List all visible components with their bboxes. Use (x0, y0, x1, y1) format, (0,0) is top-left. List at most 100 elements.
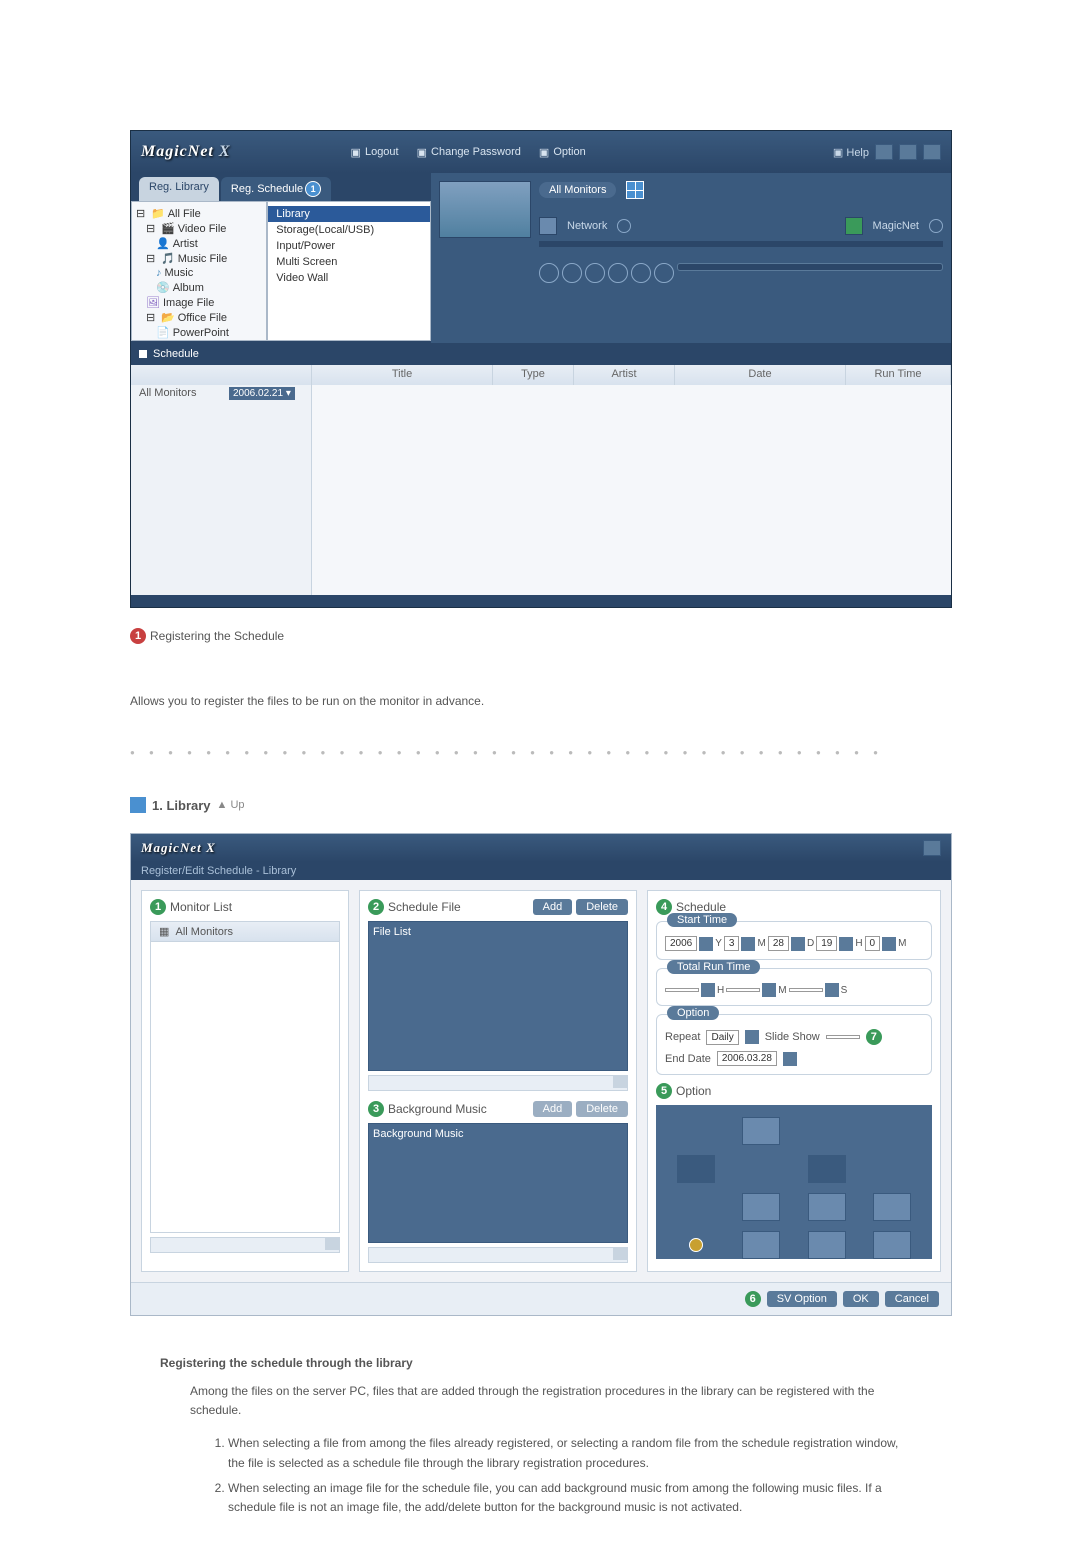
col-date[interactable]: Date (675, 365, 846, 385)
subheading: Registering the schedule through the lib… (160, 1356, 950, 1370)
layout-slot[interactable] (742, 1231, 780, 1259)
help-link[interactable]: ▣ Help (833, 146, 869, 159)
body-text: Among the files on the server PC, files … (190, 1382, 910, 1420)
layout-slot[interactable] (742, 1193, 780, 1221)
callout-1-icon: 1 (305, 181, 321, 197)
badge-3-icon: 3 (368, 1101, 384, 1117)
total-runtime-legend: Total Run Time (667, 960, 760, 974)
day-select[interactable]: 28 (768, 936, 789, 951)
scrollbar[interactable] (368, 1075, 628, 1091)
ok-button[interactable]: OK (843, 1291, 879, 1307)
dropdown-icon (139, 350, 147, 358)
description-text: Allows you to register the files to be r… (130, 694, 950, 708)
logout-link[interactable]: ▣ Logout (351, 146, 399, 159)
sv-option-button[interactable]: SV Option (767, 1291, 837, 1307)
context-menu[interactable]: Library Storage(Local/USB) Input/Power M… (267, 201, 431, 341)
scrollbar[interactable] (150, 1237, 340, 1253)
maximize-button[interactable] (899, 144, 917, 160)
delete-music-button[interactable]: Delete (576, 1101, 628, 1117)
layout-slot[interactable] (873, 1231, 911, 1259)
divider: ● ● ● ● ● ● ● ● ● ● ● ● ● ● ● ● ● ● ● ● … (130, 748, 950, 757)
dialog-close-button[interactable] (923, 840, 941, 856)
schedule-file-panel: 2Schedule File Add Delete File List 3Bac… (359, 890, 637, 1272)
slideshow-label: Slide Show (765, 1031, 820, 1043)
menu-input[interactable]: Input/Power (276, 238, 422, 254)
stop-button[interactable] (562, 263, 582, 283)
repeat-select[interactable]: Daily (706, 1030, 738, 1045)
dialog-titlebar: MagicNet X (131, 834, 951, 862)
col-artist[interactable]: Artist (574, 365, 675, 385)
refresh-icon-2[interactable] (929, 219, 943, 233)
option-link[interactable]: ▣ Option (539, 146, 586, 159)
date-select[interactable]: 2006.02.21 ▾ (229, 387, 295, 400)
volume-slider[interactable] (677, 263, 943, 271)
schedule-header[interactable]: Schedule (131, 343, 951, 365)
monitor-listbox[interactable]: ▦ All Monitors (150, 921, 340, 1233)
layout-preview (656, 1105, 932, 1259)
tab-reg-schedule[interactable]: Reg. Schedule1 (221, 177, 331, 201)
layout-slot[interactable] (808, 1193, 846, 1221)
main-app-window: MagicNet X ▣ Logout ▣ Change Password ▣ … (130, 130, 952, 608)
delete-file-button[interactable]: Delete (576, 899, 628, 915)
layout-slot[interactable] (742, 1117, 780, 1145)
menu-library[interactable]: Library (268, 206, 430, 222)
schedule-title: Schedule (676, 900, 726, 914)
layout-radio[interactable] (689, 1238, 703, 1252)
tab-reg-library[interactable]: Reg. Library (139, 177, 219, 201)
step-item: When selecting an image file for the sch… (228, 1479, 908, 1517)
progress-bar (539, 241, 943, 247)
play-button[interactable] (539, 263, 559, 283)
bg-music-list[interactable]: Background Music (368, 1123, 628, 1243)
change-password-link[interactable]: ▣ Change Password (417, 146, 521, 159)
magicnet-label: MagicNet (873, 220, 919, 232)
app-logo: MagicNet X (141, 143, 231, 161)
year-select[interactable]: 2006 (665, 936, 697, 951)
refresh-icon[interactable] (617, 219, 631, 233)
schedule-grid: Title Type Artist Date Run Time (312, 365, 951, 595)
menu-multiscreen[interactable]: Multi Screen (276, 254, 422, 270)
section-title: 1. Library (152, 798, 211, 813)
layout-slot[interactable] (808, 1155, 846, 1183)
file-list[interactable]: File List (368, 921, 628, 1071)
network-icon[interactable] (539, 217, 557, 235)
rt-s-select[interactable] (789, 988, 823, 992)
add-music-button[interactable]: Add (533, 1101, 573, 1117)
layout-option-title: Option (676, 1084, 711, 1098)
end-date-select[interactable]: 2006.03.28 (717, 1051, 777, 1066)
menu-storage[interactable]: Storage(Local/USB) (276, 222, 422, 238)
grid-icon[interactable] (626, 181, 644, 199)
next-button[interactable] (654, 263, 674, 283)
layout-slot[interactable] (808, 1231, 846, 1259)
rt-m-select[interactable] (726, 988, 760, 992)
hour-select[interactable]: 19 (816, 936, 837, 951)
col-runtime[interactable]: Run Time (846, 365, 951, 385)
monitor-list-panel: 1Monitor List ▦ All Monitors (141, 890, 349, 1272)
rt-h-select[interactable] (665, 988, 699, 992)
steps-list: When selecting a file from among the fil… (210, 1434, 908, 1517)
monitor-row[interactable]: All Monitors 2006.02.21 ▾ (131, 385, 311, 401)
minimize-button[interactable] (875, 144, 893, 160)
up-link[interactable]: ▲ Up (217, 799, 245, 811)
preview-panel: All Monitors Network MagicNet (431, 173, 951, 343)
fwd-button[interactable] (631, 263, 651, 283)
col-type[interactable]: Type (493, 365, 574, 385)
cancel-button[interactable]: Cancel (885, 1291, 939, 1307)
schedule-file-title: Schedule File (388, 900, 461, 914)
file-tree[interactable]: ⊟📁All File ⊟🎬Video File 👤Artist ⊟🎵Music … (131, 201, 267, 341)
start-time-legend: Start Time (667, 913, 737, 927)
magicnet-icon[interactable] (845, 217, 863, 235)
rew-button[interactable] (608, 263, 628, 283)
prev-button[interactable] (585, 263, 605, 283)
all-monitors-label: All Monitors (539, 182, 616, 198)
slideshow-select[interactable] (826, 1035, 860, 1039)
section-icon (130, 797, 146, 813)
add-file-button[interactable]: Add (533, 899, 573, 915)
min-select[interactable]: 0 (865, 936, 881, 951)
close-button[interactable] (923, 144, 941, 160)
layout-slot[interactable] (677, 1155, 715, 1183)
month-select[interactable]: 3 (724, 936, 740, 951)
scrollbar[interactable] (368, 1247, 628, 1263)
layout-slot[interactable] (873, 1193, 911, 1221)
col-title[interactable]: Title (312, 365, 493, 385)
menu-videowall[interactable]: Video Wall (276, 270, 422, 286)
